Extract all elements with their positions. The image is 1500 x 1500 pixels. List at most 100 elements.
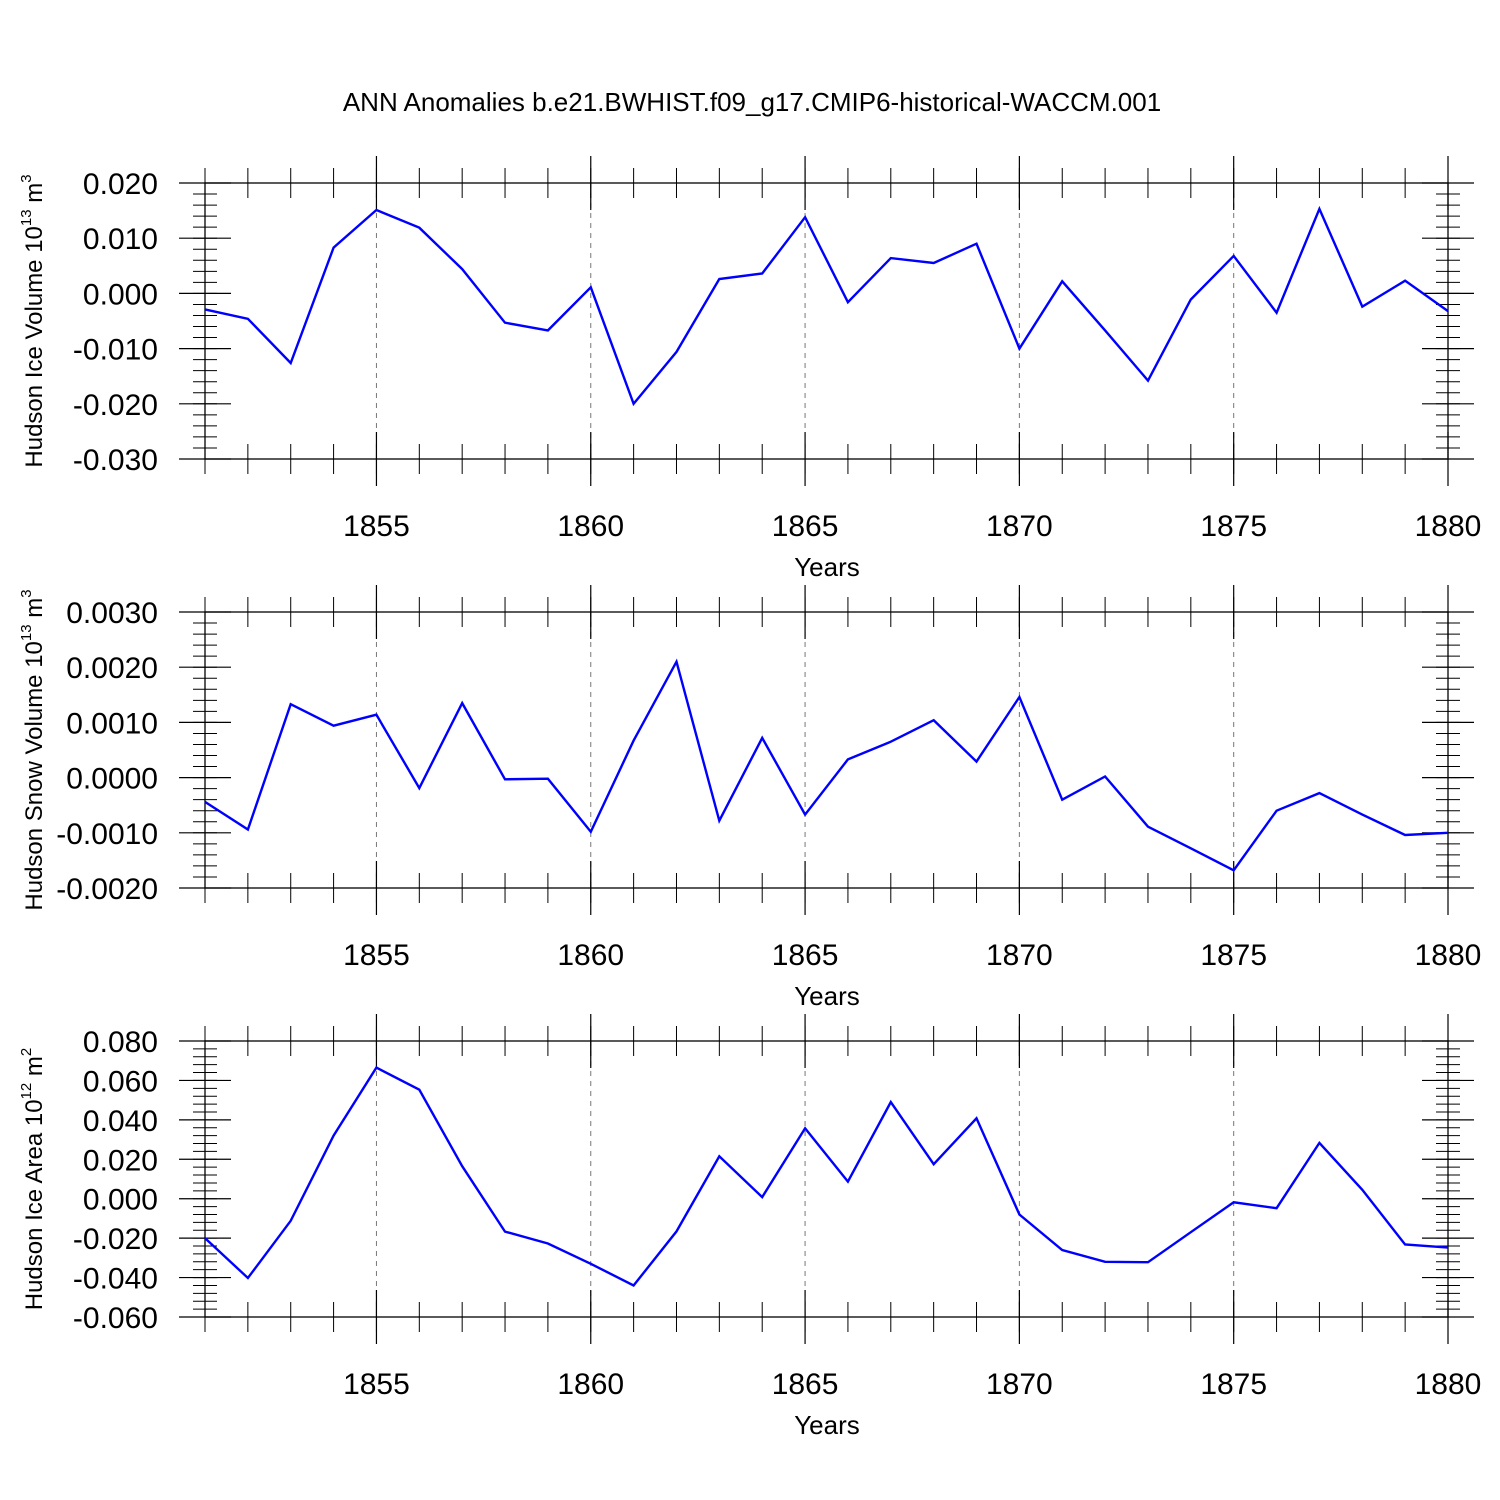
data-point (1232, 254, 1236, 258)
data-point (503, 1230, 507, 1234)
data-point (1275, 311, 1279, 315)
data-point (846, 300, 850, 304)
x-axis-label: Years (794, 981, 860, 1011)
data-point (546, 777, 550, 781)
y-tick-label: 0.0030 (66, 597, 158, 630)
x-tick-label: 1865 (772, 1368, 839, 1401)
data-point (975, 1116, 979, 1120)
data-point (632, 1283, 636, 1287)
data-point (1232, 868, 1236, 872)
data-point (632, 402, 636, 406)
x-tick-label: 1860 (557, 1368, 624, 1401)
y-tick-label: -0.020 (73, 1223, 158, 1256)
data-point (1060, 1248, 1064, 1252)
data-point (1403, 279, 1407, 283)
y-tick-label: -0.020 (73, 389, 158, 422)
data-point (546, 328, 550, 332)
data-point (1060, 798, 1064, 802)
x-tick-label: 1875 (1200, 1368, 1267, 1401)
y-tick-label: 0.080 (83, 1026, 158, 1059)
data-point (503, 777, 507, 781)
data-point (1189, 297, 1193, 301)
chart-panel-3: 0.080 0.060 0.040 0.020 0.000 -0.020 -0.040 -0.… (18, 1014, 1481, 1440)
series-line (204, 658, 1449, 872)
data-point (417, 1088, 421, 1092)
data-point (589, 830, 593, 834)
data-point (1360, 305, 1364, 309)
data-point (760, 1195, 764, 1199)
x-tick-label: 1865 (772, 939, 839, 972)
data-point (1360, 1188, 1364, 1192)
y-tick-label: 0.060 (83, 1065, 158, 1098)
figure-title: ANN Anomalies b.e21.BWHIST.f09_g17.CMIP6… (343, 87, 1161, 117)
data-point (1017, 695, 1021, 699)
x-tick-label: 1880 (1415, 1368, 1482, 1401)
data-point (1446, 1246, 1450, 1250)
y-axis-label: Hudson Ice Area 1012 m2 (18, 1048, 48, 1311)
data-point (1189, 1230, 1193, 1234)
data-point (1017, 347, 1021, 351)
y-tick-label: 0.0010 (66, 707, 158, 740)
data-point (332, 1134, 336, 1138)
data-point (1403, 833, 1407, 837)
data-point (203, 1236, 207, 1240)
x-tick-label: 1860 (557, 510, 624, 543)
data-point (803, 813, 807, 817)
data-point (1103, 774, 1107, 778)
x-tick-label: 1880 (1415, 939, 1482, 972)
series-line (204, 1066, 1449, 1288)
data-point (460, 1164, 464, 1168)
plot-frame (204, 182, 1449, 460)
y-axis-label: Hudson Ice Volume 1013 m3 (18, 174, 48, 467)
data-point (546, 1241, 550, 1245)
data-point (1360, 813, 1364, 817)
x-tick-label: 1870 (986, 939, 1053, 972)
data-point (889, 1100, 893, 1104)
data-point (289, 1219, 293, 1223)
data-point (632, 739, 636, 743)
data-point (460, 701, 464, 705)
data-point (1146, 825, 1150, 829)
data-point (889, 740, 893, 744)
data-point (1103, 328, 1107, 332)
x-tick-label: 1860 (557, 939, 624, 972)
y-tick-label: 0.020 (83, 168, 158, 201)
data-point (1103, 1260, 1107, 1264)
y-axis-label: Hudson Snow Volume 1013 m3 (18, 589, 48, 910)
x-tick-label: 1855 (343, 1368, 410, 1401)
data-point (674, 1229, 678, 1233)
panels: 0.020 0.010 0.000 -0.010 -0.020 -0.030 1855 186… (18, 156, 1481, 1440)
data-point (246, 1276, 250, 1280)
data-point (717, 277, 721, 281)
data-point (503, 321, 507, 325)
data-point (374, 713, 378, 717)
data-point (975, 760, 979, 764)
data-point (1317, 207, 1321, 211)
data-point (203, 307, 207, 311)
data-point (1275, 1206, 1279, 1210)
data-point (1403, 1242, 1407, 1246)
x-tick-label: 1875 (1200, 510, 1267, 543)
data-point (1317, 1141, 1321, 1145)
data-point (674, 350, 678, 354)
data-point (889, 256, 893, 260)
x-tick-label: 1870 (986, 1368, 1053, 1401)
data-point (374, 208, 378, 212)
data-point (246, 827, 250, 831)
data-point (246, 317, 250, 321)
data-point (203, 800, 207, 804)
data-point (975, 242, 979, 246)
data-point (1446, 309, 1450, 313)
y-tick-label: 0.010 (83, 223, 158, 256)
data-point (589, 1262, 593, 1266)
y-tick-label: -0.030 (73, 444, 158, 477)
plot-frame (204, 611, 1449, 889)
y-tick-label: 0.0020 (66, 652, 158, 685)
x-axis-label: Years (794, 1410, 860, 1440)
data-point (589, 285, 593, 289)
x-axis-label: Years (794, 552, 860, 582)
data-point (760, 736, 764, 740)
y-tick-label: 0.0000 (66, 763, 158, 796)
x-tick-label: 1855 (343, 939, 410, 972)
